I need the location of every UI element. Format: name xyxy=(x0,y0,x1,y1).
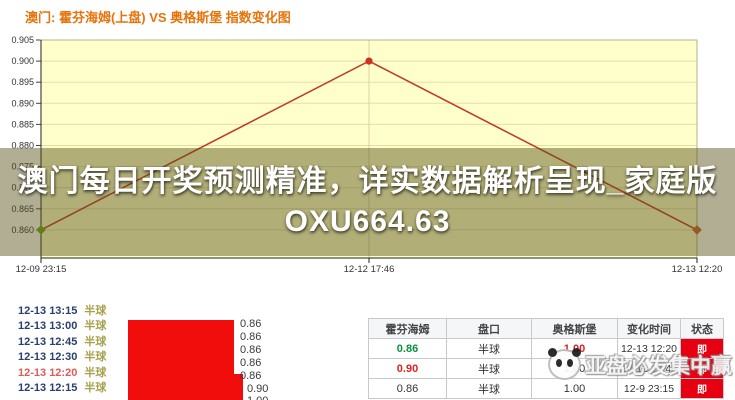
column-header: 变化时间 xyxy=(617,318,681,339)
svg-text:0.900: 0.900 xyxy=(11,56,34,66)
home-odds-cell: 0.86 xyxy=(368,338,447,359)
odds-value: 0.86 xyxy=(240,356,262,369)
svg-text:0.885: 0.885 xyxy=(11,119,34,129)
odds-values-column: 0.860.860.860.860.860.901.00 xyxy=(240,318,268,400)
svg-text:0.870: 0.870 xyxy=(11,183,34,193)
red-block-overlay xyxy=(128,320,234,400)
svg-text:0.875: 0.875 xyxy=(11,162,34,172)
odds-value: 0.86 xyxy=(240,343,262,356)
table-header-row: 霍芬海姆 盘口 奥格斯堡 变化时间 状态 xyxy=(368,318,724,339)
odds-row: 12-13 12:20 半球 xyxy=(18,366,106,381)
home-odds-cell: 0.86 xyxy=(368,378,447,399)
svg-text:12-13 12:20: 12-13 12:20 xyxy=(672,264,723,275)
status-cell: 即 xyxy=(680,378,724,399)
column-header: 奥格斯堡 xyxy=(531,318,618,339)
index-chart-panel: 澳门: 霍芬海姆(上盘) VS 奥格斯堡 指数变化图 0.905 0.900 0.8… xyxy=(0,10,735,275)
home-odds-cell: 0.90 xyxy=(368,358,447,379)
odds-row: 12-13 12:45 半球 xyxy=(18,335,106,350)
odds-row-time: 12-13 12:15 xyxy=(18,382,78,395)
table-row: 0.90 半球 1.00 12-12 17:46 即 xyxy=(368,358,724,379)
svg-text:0.860: 0.860 xyxy=(11,225,34,235)
odds-row-time: 12-13 12:30 xyxy=(18,351,78,364)
odds-value: 1.00 xyxy=(240,395,268,400)
status-cell: 即 xyxy=(680,358,724,379)
headline-overlay-band: 澳门每日开奖预测精准，详实数据解析呈现_家庭版OXU664.63 xyxy=(0,148,735,256)
svg-text:12-12 17:46: 12-12 17:46 xyxy=(344,264,395,275)
odds-row-handicap: 半球 xyxy=(84,351,107,364)
table-row: 0.86 半球 1.00 12-13 12:20 即 xyxy=(368,338,724,359)
odds-row: 12-13 13:00 半球 xyxy=(18,319,106,334)
change-time-cell: 12-9 23:15 xyxy=(617,378,681,399)
change-time-cell: 12-12 17:46 xyxy=(617,358,681,379)
odds-value: 0.86 xyxy=(240,318,262,330)
odds-row: 12-13 12:15 半球 xyxy=(18,381,106,396)
odds-row: 12-13 13:15 半球 xyxy=(18,304,106,319)
handicap-cell: 半球 xyxy=(446,378,532,399)
svg-text:0.890: 0.890 xyxy=(11,98,34,108)
svg-text:0.865: 0.865 xyxy=(11,204,34,214)
svg-text:0.880: 0.880 xyxy=(11,141,34,151)
headline-overlay-text[interactable]: 澳门每日开奖预测精准，详实数据解析呈现_家庭版OXU664.63 xyxy=(17,165,718,238)
odds-row-time: 12-13 12:45 xyxy=(18,335,78,348)
odds-row-handicap: 半球 xyxy=(84,335,107,348)
away-odds-cell: 1.00 xyxy=(531,378,618,399)
column-header: 霍芬海姆 xyxy=(368,318,447,339)
chart-title: 澳门: 霍芬海姆(上盘) VS 奥格斯堡 指数变化图 xyxy=(25,10,291,25)
svg-text:0.905: 0.905 xyxy=(11,35,34,45)
odds-row-handicap: 半球 xyxy=(84,366,107,379)
odds-value: 0.86 xyxy=(240,330,262,343)
away-odds-cell: 1.00 xyxy=(531,358,618,379)
odds-value: 0.86 xyxy=(240,369,262,382)
odds-row: 12-13 12:30 半球 xyxy=(18,350,106,365)
handicap-cell: 半球 xyxy=(446,358,532,379)
table-row: 0.86 半球 1.00 12-9 23:15 即 xyxy=(368,378,724,399)
away-odds-cell: 1.00 xyxy=(531,338,618,359)
red-block-overlay-step xyxy=(234,374,243,400)
odds-row-handicap: 半球 xyxy=(84,305,107,317)
odds-row-time: 12-13 12:20 xyxy=(18,366,78,379)
odds-row-handicap: 半球 xyxy=(84,320,107,333)
odds-time-list: 12-13 13:15 半球 12-13 13:00 半球 12-13 12:45 半球 1… xyxy=(18,304,106,396)
status-cell: 即 xyxy=(680,338,724,359)
column-header: 状态 xyxy=(680,318,724,339)
odds-value: 0.90 xyxy=(247,382,269,395)
odds-row-time: 12-13 13:15 xyxy=(18,305,78,317)
column-header: 盘口 xyxy=(446,318,532,339)
odds-row-time: 12-13 13:00 xyxy=(18,320,78,333)
bottom-section: 12-13 13:15 半球 12-13 13:00 半球 12-13 12:45 半球 1… xyxy=(0,300,735,400)
odds-change-table: 霍芬海姆 盘口 奥格斯堡 变化时间 状态 0.86 半球 1.00 12-13 12:20 即 0.… xyxy=(368,318,724,399)
change-time-cell: 12-13 12:20 xyxy=(617,338,681,359)
svg-text:0.895: 0.895 xyxy=(11,77,34,87)
index-line-chart: 0.905 0.900 0.895 0.890 0.885 0.880 0.875 0.870… xyxy=(11,35,723,275)
handicap-cell: 半球 xyxy=(446,338,532,359)
svg-text:12-09 23:15: 12-09 23:15 xyxy=(16,264,67,275)
odds-row-handicap: 半球 xyxy=(84,382,107,395)
